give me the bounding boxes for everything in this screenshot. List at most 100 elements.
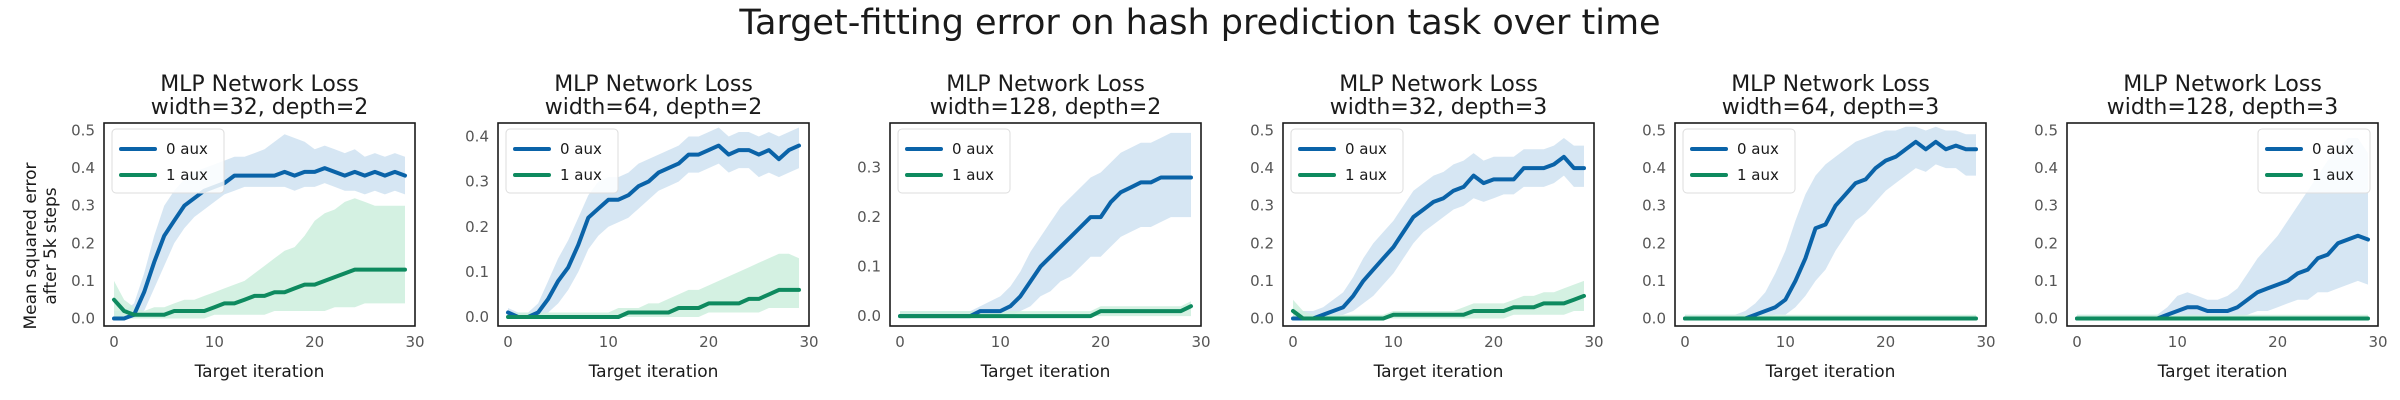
y-tick-label: 0.0 (1250, 309, 1274, 327)
subplot-subtitle: width=128, depth=3 (2107, 95, 2339, 120)
legend-label: 1 aux (166, 166, 208, 184)
subplot-title: MLP Network Loss (2123, 72, 2322, 97)
series-line-0-aux (112, 166, 407, 321)
x-tick-label: 20 (2268, 333, 2287, 351)
y-axis-label-line1: Mean squared error (21, 163, 41, 330)
x-tick-label: 0 (503, 333, 513, 351)
subplot-subtitle: width=128, depth=2 (930, 95, 1162, 120)
legend-label: 1 aux (1345, 166, 1387, 184)
y-tick-label: 0.2 (465, 218, 489, 236)
x-tick-label: 20 (1484, 333, 1503, 351)
y-tick-label: 0.1 (857, 258, 881, 276)
y-tick-label: 0.4 (2034, 159, 2058, 177)
x-tick-label: 10 (1384, 333, 1403, 351)
y-tick-label: 0.1 (2034, 272, 2058, 290)
x-tick-label: 30 (1584, 333, 1603, 351)
series-band-0-aux (1685, 126, 1976, 319)
x-tick-label: 10 (1776, 333, 1795, 351)
plot-frame (1282, 122, 1595, 327)
x-axis-label: Target iteration (588, 362, 719, 382)
legend-label: 1 aux (2312, 166, 2354, 184)
y-tick-label: 0.0 (2034, 309, 2058, 327)
x-tick-label: 30 (1191, 333, 1210, 351)
legend-label: 0 aux (1737, 140, 1779, 158)
y-tick-label: 0.2 (2034, 234, 2058, 252)
x-tick-label: 20 (1876, 333, 1895, 351)
y-tick-label: 0.0 (71, 309, 95, 327)
subplot-title: MLP Network Loss (554, 72, 753, 97)
y-tick-label: 0.3 (857, 159, 881, 177)
subplot-subtitle: width=32, depth=2 (151, 95, 369, 120)
x-tick-label: 30 (1976, 333, 1995, 351)
plot-frame (889, 122, 1202, 327)
y-tick-label: 0.4 (1250, 159, 1274, 177)
y-tick-label: 0.3 (465, 173, 489, 191)
subplot-subtitle: width=64, depth=3 (1722, 95, 1940, 120)
y-tick-label: 0.2 (857, 208, 881, 226)
x-tick-label: 0 (109, 333, 119, 351)
x-tick-label: 10 (205, 333, 224, 351)
x-axis-label: Target iteration (194, 362, 325, 382)
series-band-0-aux (900, 132, 1191, 317)
y-tick-label: 0.3 (2034, 197, 2058, 215)
series-line-0-aux (506, 143, 801, 319)
y-tick-label: 0.4 (465, 128, 489, 146)
series-line-1-aux (1291, 293, 1586, 321)
y-tick-label: 0.0 (1642, 309, 1666, 327)
y-tick-label: 0.0 (465, 308, 489, 326)
y-tick-label: 0.5 (71, 122, 95, 140)
x-tick-label: 10 (991, 333, 1010, 351)
x-tick-label: 20 (1091, 333, 1110, 351)
x-tick-label: 30 (2368, 333, 2387, 351)
series-line-1-aux (898, 304, 1193, 319)
y-tick-label: 0.4 (1642, 159, 1666, 177)
x-tick-label: 30 (799, 333, 818, 351)
x-tick-label: 0 (1288, 333, 1298, 351)
subplot-subtitle: width=64, depth=2 (545, 95, 763, 120)
x-tick-label: 10 (599, 333, 618, 351)
plot-frame (497, 122, 810, 327)
plot-frame (1674, 122, 1987, 327)
plot-frame (103, 122, 416, 327)
y-tick-label: 0.1 (1250, 272, 1274, 290)
y-tick-label: 0.3 (1642, 197, 1666, 215)
x-axis-label: Target iteration (980, 362, 1111, 382)
subplot-title: MLP Network Loss (1731, 72, 1930, 97)
legend: 0 aux 1 aux (897, 128, 1011, 194)
series-band-0-aux (1293, 138, 1584, 319)
x-tick-label: 0 (895, 333, 905, 351)
plot-frame (2066, 122, 2379, 327)
y-tick-label: 0.3 (1250, 197, 1274, 215)
x-tick-label: 20 (305, 333, 324, 351)
y-tick-label: 0.5 (2034, 122, 2058, 140)
y-tick-label: 0.3 (71, 197, 95, 215)
series-band-1-aux (508, 253, 799, 317)
x-axis-label: Target iteration (1765, 362, 1896, 382)
legend-label: 0 aux (1345, 140, 1387, 158)
figure-title: Target-fitting error on hash prediction … (738, 3, 1660, 43)
subplot-panels: MLP Network Loss width=32, depth=2 0 10 20 30… (71, 72, 2387, 382)
legend-label: 0 aux (166, 140, 208, 158)
y-tick-label: 0.1 (71, 272, 95, 290)
x-tick-label: 20 (699, 333, 718, 351)
series-band-1-aux (114, 198, 405, 319)
x-tick-label: 0 (1680, 333, 1690, 351)
x-axis-label: Target iteration (2157, 362, 2288, 382)
legend: 0 aux 1 aux (1290, 128, 1404, 194)
legend-label: 0 aux (952, 140, 994, 158)
subplot-subtitle: width=32, depth=3 (1330, 95, 1548, 120)
series-band-1-aux (900, 301, 1191, 317)
y-tick-label: 0.2 (1250, 234, 1274, 252)
legend-label: 1 aux (1737, 166, 1779, 184)
y-tick-label: 0.4 (71, 159, 95, 177)
series-line-1-aux (112, 267, 407, 317)
series-line-1-aux (506, 287, 801, 319)
y-tick-label: 0.0 (857, 307, 881, 325)
series-line-0-aux (1291, 154, 1586, 321)
legend-label: 1 aux (952, 166, 994, 184)
